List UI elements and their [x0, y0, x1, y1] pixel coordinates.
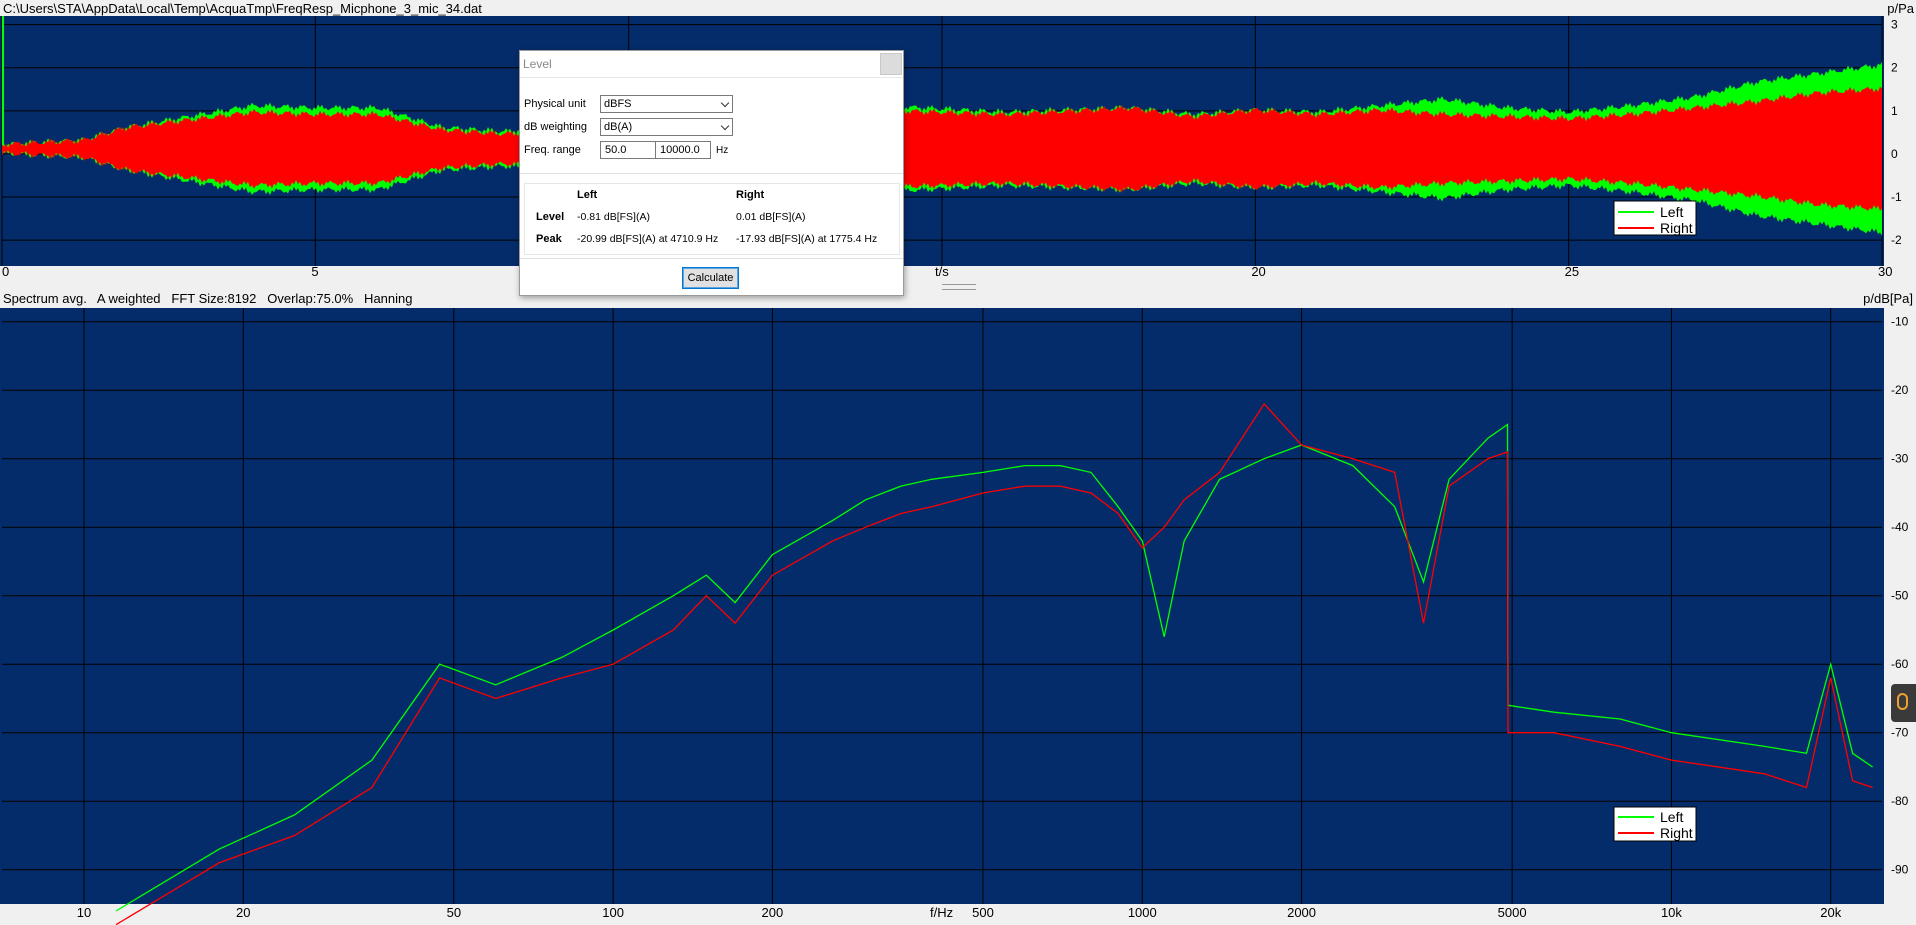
- peak-left-value: -20.99 dB[FS](A) at 4710.9 Hz: [577, 233, 719, 245]
- freq-unit-label: Hz: [716, 145, 729, 156]
- spectrum-x-unit-label: f/Hz: [930, 905, 953, 920]
- time-series-right: [2, 86, 1882, 211]
- spectrum-series-right: [115, 402, 1873, 925]
- spec-x-tick: 10: [77, 905, 91, 920]
- spec-y-tick: -70: [1891, 726, 1909, 740]
- calculate-button[interactable]: Calculate: [682, 267, 739, 289]
- mouse-icon: [1897, 693, 1908, 710]
- spectrum-series-left: [115, 423, 1873, 912]
- legend-left-label: Left: [1660, 204, 1683, 220]
- freq-to-input[interactable]: 10000.0: [655, 141, 711, 159]
- dialog-close-button[interactable]: [880, 53, 902, 75]
- time-plot-y-unit: p/Pa: [1887, 1, 1914, 16]
- time-legend: Left Right: [1613, 200, 1697, 236]
- spec-y-tick: -50: [1891, 589, 1909, 603]
- spec-legend-right-label: Right: [1660, 825, 1693, 841]
- time-x-tick: 20: [1251, 264, 1265, 279]
- spec-x-tick: 20: [236, 905, 250, 920]
- splitter-handle[interactable]: [942, 284, 976, 290]
- time-y-tick: 2: [1891, 61, 1898, 75]
- spec-x-tick: 1000: [1128, 905, 1157, 920]
- spectrum-plot-area[interactable]: [0, 308, 1884, 904]
- peak-right-value: -17.93 dB[FS](A) at 1775.4 Hz: [736, 233, 878, 245]
- spec-y-tick: -90: [1891, 863, 1909, 877]
- row-peak-header: Peak: [536, 233, 562, 245]
- spec-x-tick: 100: [602, 905, 624, 920]
- spec-x-tick: 200: [762, 905, 784, 920]
- spec-y-tick: -20: [1891, 383, 1909, 397]
- col-right-header: Right: [736, 189, 765, 201]
- chevron-down-icon: [720, 121, 730, 131]
- time-x-tick: 5: [311, 264, 318, 279]
- physical-unit-value: dBFS: [604, 98, 632, 110]
- weighting-value: dB(A): [604, 121, 633, 133]
- time-x-tick: 30: [1878, 264, 1892, 279]
- freq-from-input[interactable]: 50.0: [600, 141, 656, 159]
- weighting-label: dB weighting: [524, 121, 587, 133]
- physical-unit-select[interactable]: dBFS: [600, 95, 733, 113]
- time-plot[interactable]: 0 5 20 25 30 3 2 1 0 -1 -2 t/s Left Right: [0, 14, 1916, 284]
- spec-x-tick: 2000: [1287, 905, 1316, 920]
- col-left-header: Left: [577, 189, 598, 201]
- file-path-title: C:\Users\STA\AppData\Local\Temp\AcquaTmp…: [3, 1, 482, 16]
- spectrum-legend: Left Right: [1613, 806, 1697, 842]
- spectrum-plot[interactable]: 10 20 50 100 200 500 1000 2000 5000 10k 20k -10 -20 -…: [0, 306, 1916, 925]
- spectrum-y-unit: p/dB[Pa]: [1863, 291, 1913, 306]
- dialog-divider-2: [520, 258, 903, 259]
- spec-x-tick: 20k: [1820, 905, 1841, 920]
- time-y-tick: 3: [1891, 18, 1898, 32]
- freq-from-value: 50.0: [605, 144, 627, 156]
- spec-x-tick: 500: [972, 905, 994, 920]
- freq-range-label: Freq. range: [524, 144, 581, 156]
- level-dialog: Level Physical unit dBFS dB weighting dB…: [519, 50, 904, 296]
- freq-to-value: 10000.0: [660, 144, 700, 156]
- results-table: Left Right Level Peak -0.81 dB[FS](A) 0.…: [524, 183, 900, 255]
- level-right-value: 0.01 dB[FS](A): [736, 211, 806, 223]
- time-y-tick: 1: [1891, 104, 1898, 118]
- spec-y-tick: -80: [1891, 794, 1909, 808]
- spec-legend-left-label: Left: [1660, 809, 1683, 825]
- row-level-header: Level: [536, 211, 565, 223]
- spec-y-tick: -10: [1891, 315, 1909, 329]
- legend-right-label: Right: [1660, 220, 1693, 236]
- time-y-tick: -1: [1891, 190, 1902, 204]
- chevron-down-icon: [720, 98, 730, 108]
- dialog-title: Level: [523, 57, 552, 71]
- spec-x-tick: 50: [447, 905, 461, 920]
- spec-y-tick: -30: [1891, 452, 1909, 466]
- level-left-value: -0.81 dB[FS](A): [577, 211, 650, 223]
- spectrum-header: Spectrum avg. A weighted FFT Size:8192 O…: [3, 291, 413, 306]
- time-x-tick: 25: [1565, 264, 1579, 279]
- weighting-select[interactable]: dB(A): [600, 118, 733, 136]
- spec-x-tick: 5000: [1498, 905, 1527, 920]
- side-panel-toggle[interactable]: [1891, 684, 1916, 722]
- spec-y-tick: -40: [1891, 520, 1909, 534]
- spec-x-tick: 10k: [1661, 905, 1682, 920]
- spec-y-tick: -60: [1891, 657, 1909, 671]
- time-y-tick: 0: [1891, 147, 1898, 161]
- time-y-tick: -2: [1891, 233, 1902, 247]
- time-x-tick: 0: [2, 264, 9, 279]
- physical-unit-label: Physical unit: [524, 98, 586, 110]
- time-x-unit-label: t/s: [935, 264, 949, 279]
- dialog-divider: [520, 173, 903, 174]
- dialog-title-bar[interactable]: Level: [520, 51, 903, 78]
